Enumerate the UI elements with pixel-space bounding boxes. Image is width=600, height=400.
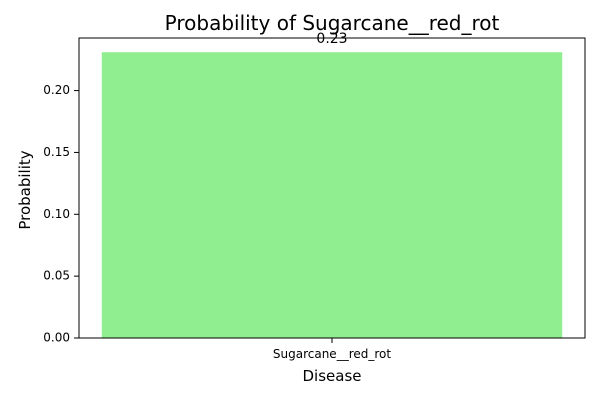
y-tick-label: 0.20 (43, 83, 70, 97)
y-tick-label: 0.05 (43, 269, 70, 283)
y-tick-label: 0.00 (43, 331, 70, 345)
x-axis-label: Disease (303, 367, 362, 385)
y-tick-label: 0.10 (43, 207, 70, 221)
plot-area: 0.23 Sugarcane__red_rot 0.00 0.05 0.10 0.15 0.… (43, 31, 586, 361)
chart-title: Probability of Sugarcane__red_rot (165, 11, 500, 35)
y-axis-label: Probability (16, 150, 34, 229)
y-tick-label: 0.15 (43, 145, 70, 159)
x-tick-label: Sugarcane__red_rot (273, 347, 391, 361)
bar-Sugarcane__red_rot (101, 52, 563, 338)
plot-frame (78, 37, 586, 339)
bar-value-label: 0.23 (316, 31, 347, 47)
